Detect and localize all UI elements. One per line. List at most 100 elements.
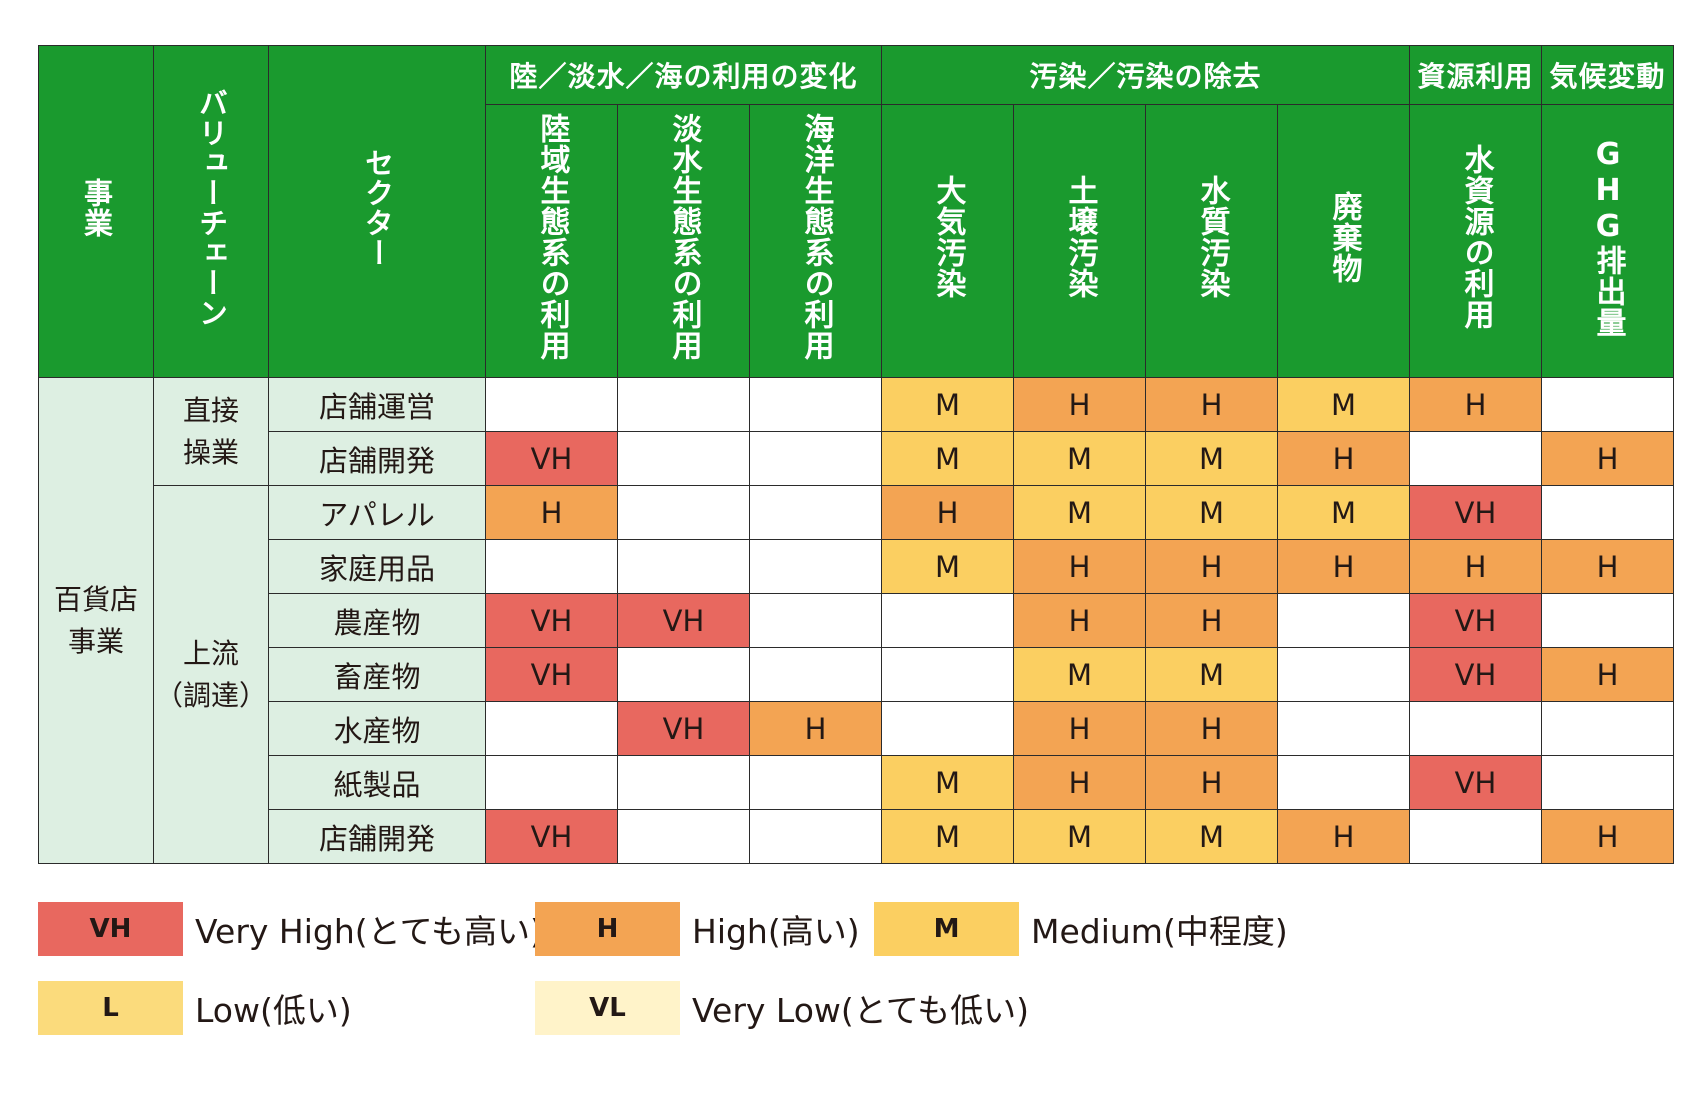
rating-cell: VH — [1409, 485, 1542, 540]
rating-cell: H — [1013, 701, 1146, 756]
rating-cell — [617, 377, 750, 432]
rating-cell: H — [1541, 431, 1674, 486]
rating-cell: H — [1145, 701, 1278, 756]
rating-cell — [485, 539, 618, 594]
rating-cell — [1277, 647, 1410, 702]
legend-item-l: L Low(低い) — [38, 981, 352, 1035]
rating-cell: M — [1277, 377, 1410, 432]
rating-cell: H — [485, 485, 618, 540]
rating-cell — [881, 701, 1014, 756]
header-column-label: 大気汚染 — [930, 175, 966, 299]
rating-cell — [1277, 755, 1410, 810]
rating-cell — [617, 755, 750, 810]
value-chain-cell: 直接 操業 — [153, 377, 269, 486]
rating-cell — [749, 377, 882, 432]
table-row: 店舗開発 VH M M M H H — [39, 431, 1674, 486]
legend-swatch: L — [38, 981, 183, 1035]
rating-cell: VH — [1409, 647, 1542, 702]
value-chain-cell: 上流 （調達） — [153, 485, 269, 864]
legend-label: Medium(中程度) — [1031, 912, 1288, 951]
rating-cell: H — [881, 485, 1014, 540]
legend-swatch: M — [874, 902, 1019, 956]
legend-label: High(高い) — [692, 912, 860, 951]
sector-cell: 店舗開発 — [268, 431, 486, 486]
rating-cell: H — [1277, 431, 1410, 486]
rating-cell — [485, 701, 618, 756]
rating-cell — [1541, 593, 1674, 648]
sector-cell: 店舗運営 — [268, 377, 486, 432]
rating-cell — [617, 539, 750, 594]
rating-cell: M — [1013, 809, 1146, 864]
legend-swatch: H — [535, 902, 680, 956]
legend-swatch: VL — [535, 981, 680, 1035]
rating-cell: VH — [485, 593, 618, 648]
rating-cell: M — [1145, 809, 1278, 864]
rating-cell: H — [1013, 539, 1146, 594]
header-column-label: GHG排出量 — [1590, 136, 1626, 338]
business-cell: 百貨店 事業 — [38, 377, 154, 864]
rating-cell: M — [1145, 431, 1278, 486]
rating-cell: H — [1145, 593, 1278, 648]
rating-cell: H — [1277, 809, 1410, 864]
rating-cell — [881, 593, 1014, 648]
header-column-2: 海洋生態系の利用 — [749, 104, 882, 378]
rating-cell — [1277, 701, 1410, 756]
rating-cell — [1541, 701, 1674, 756]
rating-cell: H — [1409, 539, 1542, 594]
table-row: 紙製品 M H H VH — [39, 755, 1674, 810]
rating-cell: VH — [1409, 593, 1542, 648]
table-row: 農産物 VH VH H H VH — [39, 593, 1674, 648]
rating-cell — [1409, 809, 1542, 864]
header-column-label: 水資源の利用 — [1458, 144, 1494, 330]
rating-cell — [1409, 701, 1542, 756]
rating-cell: M — [881, 539, 1014, 594]
rating-cell: H — [1145, 755, 1278, 810]
header-column-3: 大気汚染 — [881, 104, 1014, 378]
rating-cell: H — [1013, 755, 1146, 810]
header-column-row: 陸域生態系の利用 淡水生態系の利用 海洋生態系の利用 大気汚染 土壌汚染 水質汚染 廃棄物 水… — [39, 104, 1674, 378]
header-column-6: 廃棄物 — [1277, 104, 1410, 378]
rating-cell — [749, 755, 882, 810]
rating-cell — [485, 377, 618, 432]
header-column-label: 淡水生態系の利用 — [666, 113, 702, 361]
rating-cell: M — [1013, 431, 1146, 486]
table-row: 百貨店 事業 直接 操業 店舗運営 M H H M H — [38, 377, 1674, 864]
rating-cell: H — [1541, 809, 1674, 864]
rating-cell: H — [1541, 539, 1674, 594]
rating-cell — [617, 431, 750, 486]
rating-cell — [617, 485, 750, 540]
sector-cell: 家庭用品 — [268, 539, 486, 594]
rating-cell — [1541, 755, 1674, 810]
legend-label: Very Low(とても低い) — [692, 991, 1029, 1030]
rating-cell — [1541, 377, 1674, 432]
rating-cell: M — [1145, 485, 1278, 540]
header-value-chain: バリューチェーン — [153, 45, 269, 378]
rating-cell: H — [1013, 593, 1146, 648]
rating-cell — [749, 593, 882, 648]
dependency-impact-matrix: 事業 バリューチェーン セクター 陸／淡水／海の利用の変化 汚染／汚染の除去 資源利… — [38, 45, 1674, 864]
legend-item-m: M Medium(中程度) — [874, 902, 1288, 956]
header-column-4: 土壌汚染 — [1013, 104, 1146, 378]
rating-cell — [1409, 431, 1542, 486]
table-row: 水産物 VH H H H — [39, 701, 1674, 756]
table-row: 上流 （調達） アパレル H H M M M VH — [39, 485, 1674, 864]
matrix-body: 百貨店 事業 直接 操業 店舗運営 M H H M H 店舗開発 VH M M M H H 上流 （調達） アパ… — [38, 377, 1674, 864]
sector-cell: 紙製品 — [268, 755, 486, 810]
rating-cell — [749, 809, 882, 864]
rating-cell: H — [1145, 377, 1278, 432]
header-column-label: 水質汚染 — [1194, 175, 1230, 299]
rating-cell: H — [749, 701, 882, 756]
rating-cell: M — [1013, 647, 1146, 702]
header-column-7: 水資源の利用 — [1409, 104, 1542, 378]
header-group-1: 汚染／汚染の除去 — [881, 45, 1410, 105]
header-column-label: 廃棄物 — [1326, 190, 1362, 284]
rating-cell — [617, 647, 750, 702]
rating-cell: M — [1277, 485, 1410, 540]
header-group-0: 陸／淡水／海の利用の変化 — [485, 45, 882, 105]
table-row: 畜産物 VH M M VH H — [39, 647, 1674, 702]
rating-cell: H — [1277, 539, 1410, 594]
rating-cell — [1277, 593, 1410, 648]
legend-label: Low(低い) — [195, 991, 352, 1030]
rating-cell: M — [881, 755, 1014, 810]
rating-cell: H — [1409, 377, 1542, 432]
